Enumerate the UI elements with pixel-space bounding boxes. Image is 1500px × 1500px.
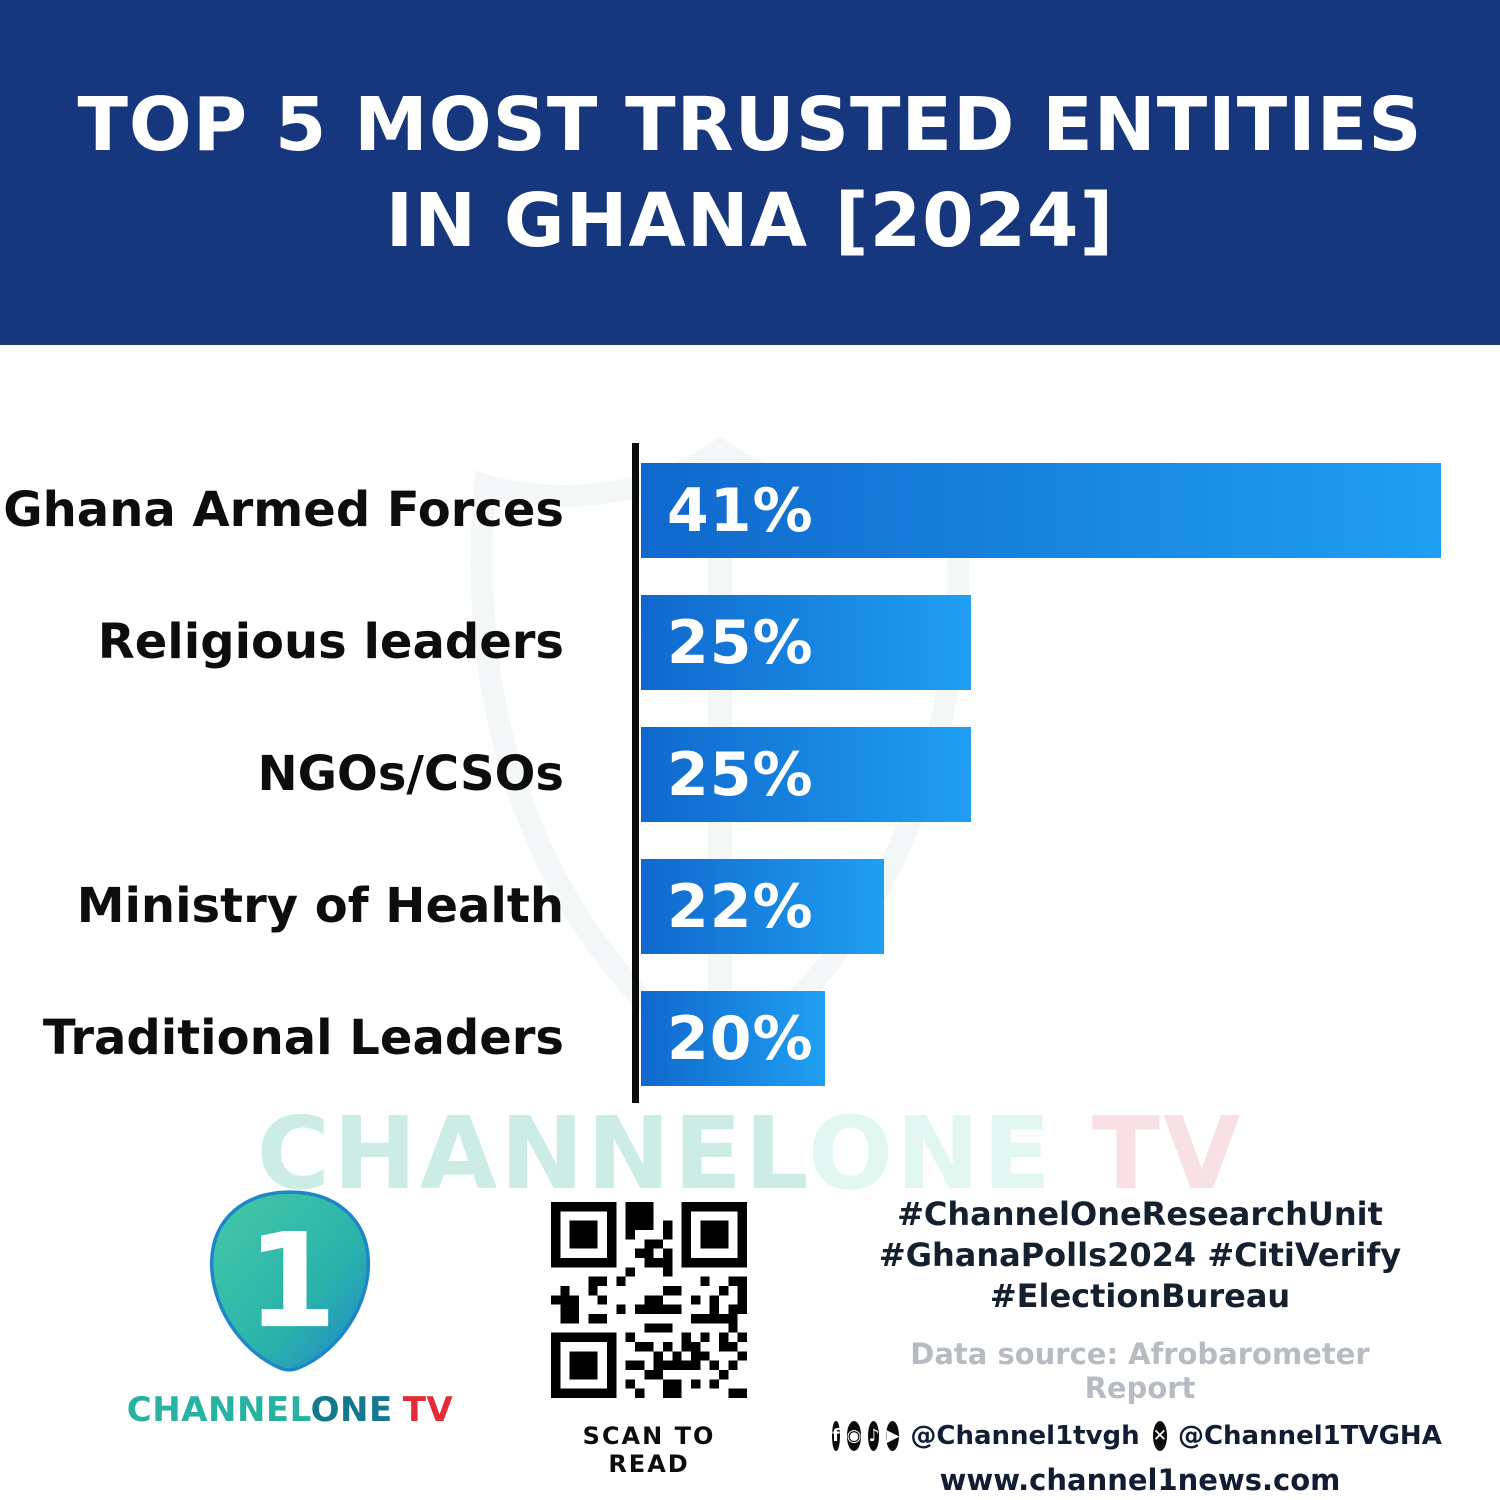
channel-one-logo-icon: 1 bbox=[209, 1190, 371, 1372]
bar-row: Religious leaders 25% bbox=[0, 595, 1500, 690]
hashtag-line: #ElectionBureau bbox=[989, 1277, 1291, 1315]
brand-logo: 1 CHANNELONE TV bbox=[120, 1180, 460, 1430]
data-source: Data source: Afrobarometer Report bbox=[910, 1337, 1370, 1405]
bar-label: Ghana Armed Forces bbox=[3, 482, 564, 538]
qr-block: SCAN TO READ bbox=[545, 1196, 753, 1478]
facebook-icon: f bbox=[832, 1421, 840, 1451]
bar-row: Ghana Armed Forces 41% bbox=[0, 463, 1500, 558]
brand-wordmark: CHANNELONE TV bbox=[126, 1390, 454, 1430]
footer-info: #ChannelOneResearchUnit #GhanaPolls2024 … bbox=[832, 1194, 1442, 1497]
qr-caption: SCAN TO READ bbox=[582, 1422, 716, 1478]
axis-line bbox=[632, 443, 639, 1103]
bar-value: 25% bbox=[667, 607, 814, 678]
bar-4: 20% bbox=[641, 991, 825, 1086]
social-row: f ◉ ♪ ▶ @Channel1tvgh ✕ @Channel1TVGHA bbox=[832, 1421, 1442, 1451]
tiktok-icon: ♪ bbox=[868, 1421, 880, 1451]
bar-value: 22% bbox=[667, 871, 814, 942]
bar-value: 41% bbox=[667, 475, 814, 546]
bar-label: Ministry of Health bbox=[76, 878, 564, 934]
bar-label: Religious leaders bbox=[97, 614, 564, 670]
bar-3: 22% bbox=[641, 859, 884, 954]
bar-value: 25% bbox=[667, 739, 814, 810]
social-handle-2: @Channel1TVGHA bbox=[1177, 1421, 1442, 1451]
chart-title-line1: TOP 5 MOST TRUSTED ENTITIES bbox=[77, 81, 1423, 168]
bar-row: NGOs/CSOs 25% bbox=[0, 727, 1500, 822]
bar-0: 41% bbox=[641, 463, 1441, 558]
bar-row: Traditional Leaders 20% bbox=[0, 991, 1500, 1086]
header-banner: TOP 5 MOST TRUSTED ENTITIES IN GHANA [20… bbox=[0, 0, 1500, 345]
bar-1: 25% bbox=[641, 595, 971, 690]
bar-label: NGOs/CSOs bbox=[257, 746, 564, 802]
x-twitter-icon: ✕ bbox=[1152, 1421, 1167, 1451]
social-handle-1: @Channel1tvgh bbox=[910, 1421, 1140, 1451]
bar-label: Traditional Leaders bbox=[42, 1010, 564, 1066]
chart-title-line2: IN GHANA [2024] bbox=[385, 177, 1115, 264]
website-url: www.channel1news.com bbox=[939, 1463, 1341, 1497]
bar-row: Ministry of Health 22% bbox=[0, 859, 1500, 954]
bar-value: 20% bbox=[667, 1003, 814, 1074]
hashtag-line: #ChannelOneResearchUnit bbox=[897, 1195, 1383, 1233]
bar-chart: Ghana Armed Forces 41% Religious leaders… bbox=[0, 440, 1500, 1105]
bar-2: 25% bbox=[641, 727, 971, 822]
footer: 1 CHANNELONE TV SCAN TO READ #ChannelOneR… bbox=[0, 1180, 1500, 1500]
hashtag-line: #GhanaPolls2024 #CitiVerify bbox=[878, 1236, 1402, 1274]
instagram-icon: ◉ bbox=[846, 1421, 862, 1451]
youtube-icon: ▶ bbox=[886, 1421, 900, 1451]
qr-code bbox=[545, 1196, 753, 1404]
svg-text:1: 1 bbox=[246, 1205, 337, 1357]
